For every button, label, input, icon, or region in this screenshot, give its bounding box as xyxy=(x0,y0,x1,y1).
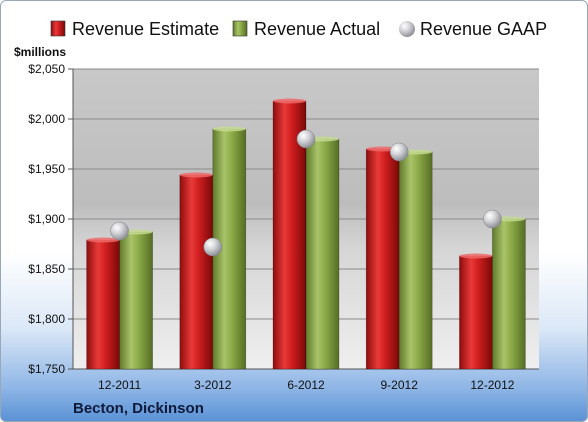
chart-legend: Revenue Estimate Revenue Actual Revenue GA… xyxy=(50,19,547,39)
y-tick-label: $1,850 xyxy=(28,262,65,276)
x-tick-label: 6-2012 xyxy=(287,378,325,392)
gaap-marker-9-2012 xyxy=(389,142,409,162)
gaap-markers-layer xyxy=(110,129,502,257)
bar-estimate-12-2012 xyxy=(459,255,493,370)
x-tick-label: 12-2011 xyxy=(98,378,141,392)
y-axis-unit-label: $millions xyxy=(14,45,66,59)
legend-label-0: Revenue Estimate xyxy=(72,19,219,39)
bar-cap xyxy=(273,98,306,104)
legend-swatch-1 xyxy=(232,20,248,37)
gaap-marker-6-2012 xyxy=(296,129,316,149)
gaap-marker-12-2011 xyxy=(110,221,129,241)
company-name: Becton, Dickinson xyxy=(73,400,204,417)
bar-estimate-3-2012 xyxy=(179,174,214,370)
bars-layer xyxy=(86,98,526,370)
bar-actual-12-2012 xyxy=(492,218,526,370)
y-axis-ticks: $1,750 $1,800 $1,850 $1,900 $1,950 $2,000 $2,0… xyxy=(28,62,65,376)
x-tick-label: 12-2012 xyxy=(470,378,514,392)
y-tick-label: $2,050 xyxy=(28,62,65,76)
bar-actual-12-2011 xyxy=(119,231,153,370)
y-tick-label: $2,000 xyxy=(28,112,65,126)
gaap-marker-12-2012 xyxy=(483,209,502,229)
x-tick-label: 3-2012 xyxy=(194,378,232,392)
bar-cap xyxy=(212,126,246,132)
bar-actual-6-2012 xyxy=(305,138,340,370)
x-tick-label: 9-2012 xyxy=(381,378,419,392)
bar-estimate-12-2011 xyxy=(86,239,120,370)
y-tick-label: $1,750 xyxy=(28,362,65,376)
gaap-marker-3-2012 xyxy=(203,237,223,257)
bar-actual-9-2012 xyxy=(398,151,433,370)
legend-label-1: Revenue Actual xyxy=(254,19,380,39)
y-tick-label: $1,950 xyxy=(28,162,65,176)
x-axis-ticks: 12-2011 3-2012 6-2012 9-2012 12-2012 xyxy=(98,378,515,392)
legend-swatch-0 xyxy=(50,20,66,37)
y-tick-label: $1,800 xyxy=(28,312,65,326)
legend-marker-2 xyxy=(399,21,415,37)
bar-cap xyxy=(179,172,213,178)
legend-label-2: Revenue GAAP xyxy=(420,19,547,39)
y-tick-label: $1,900 xyxy=(28,212,65,226)
bar-cap xyxy=(459,253,493,259)
bar-cap xyxy=(86,237,120,243)
bar-estimate-9-2012 xyxy=(365,148,400,370)
